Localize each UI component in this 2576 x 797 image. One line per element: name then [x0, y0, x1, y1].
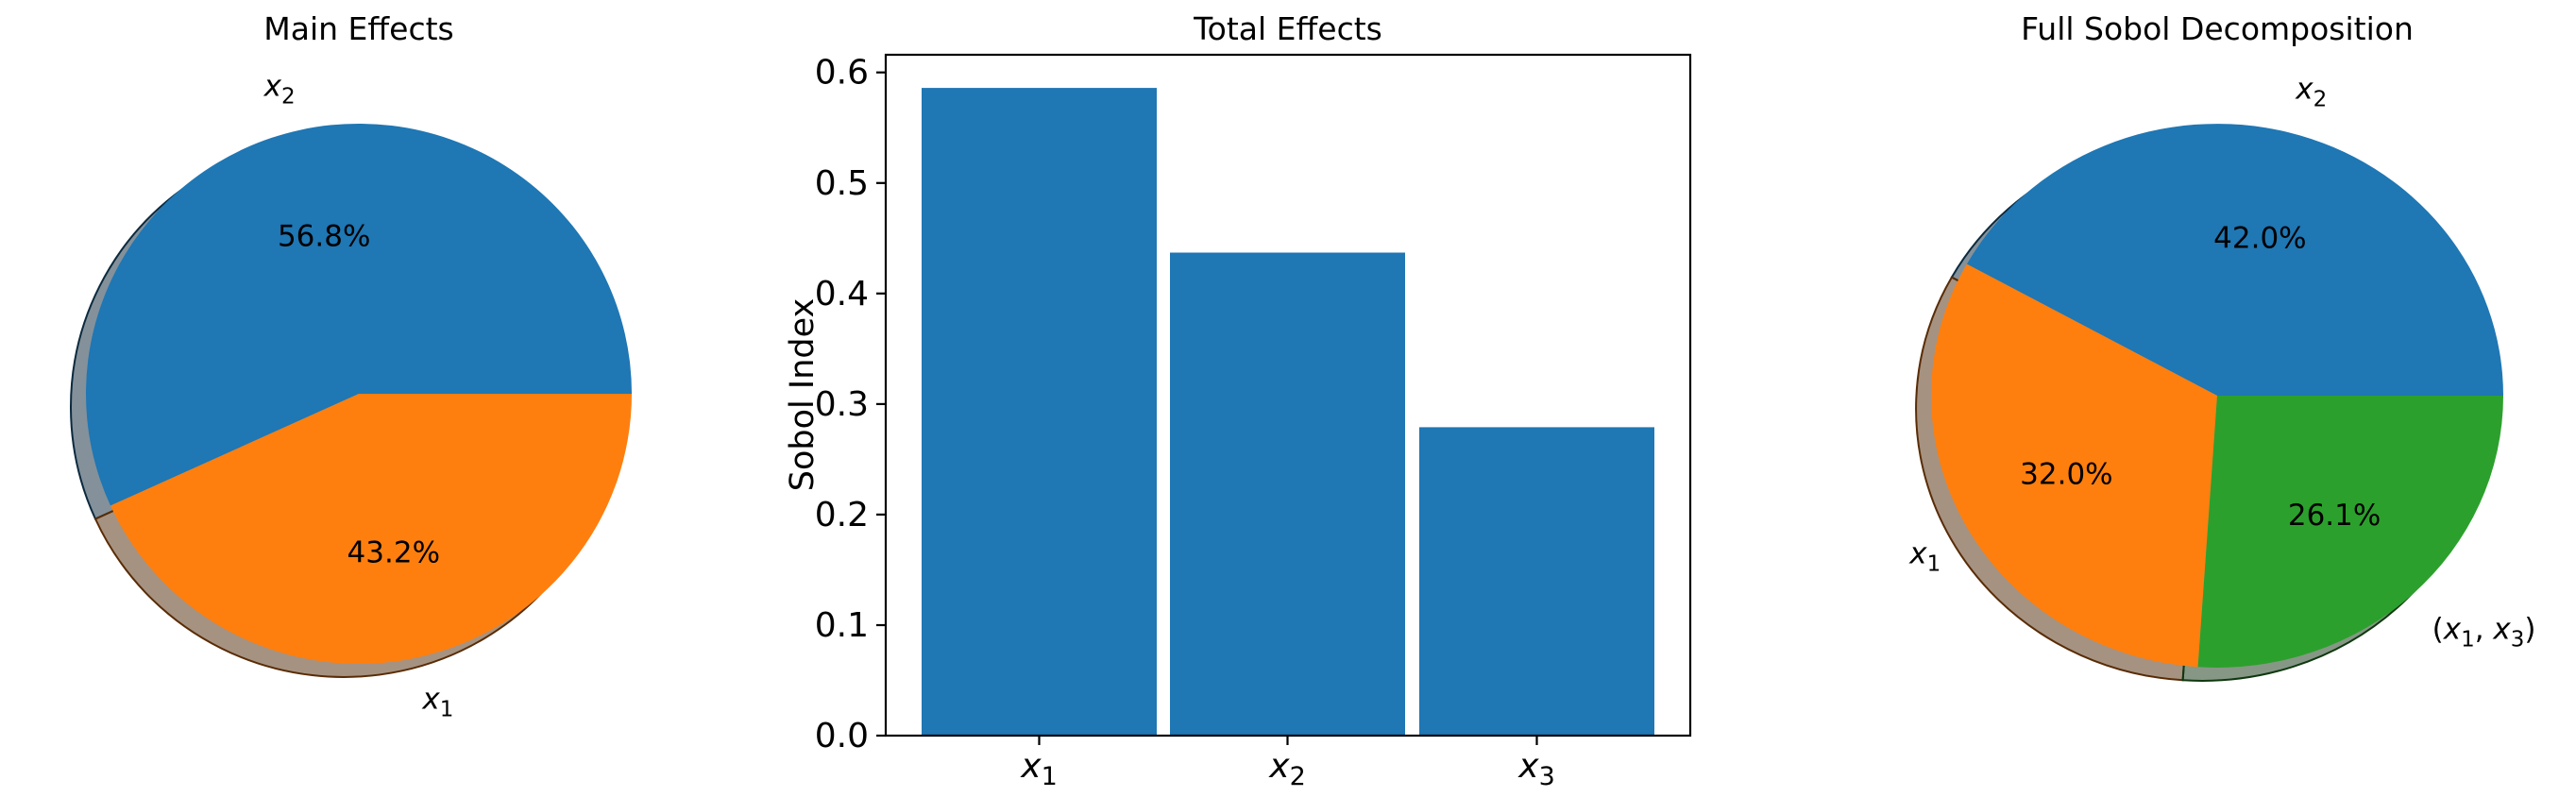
full-sobol-decomposition-pie: 42.0% x2 32.0% x1 26.1% (x1, x3) [1908, 72, 2536, 682]
pie-slice-x-2 [86, 123, 632, 506]
bar-x-1 [922, 88, 1157, 737]
pie-percent-label: 56.8% [278, 219, 370, 253]
y-axis-label: Sobol Index [784, 298, 822, 491]
main-effects-title: Main Effects [263, 10, 453, 47]
pie-slice-name-label: (x1, x3) [2432, 612, 2536, 652]
pie-slice-x-1 [1931, 263, 2217, 668]
bar-x-2 [1170, 252, 1405, 736]
y-tick-label: 0.4 [815, 275, 869, 314]
total-effects-bar-chart: 0.0 0.1 0.2 0.3 0.4 0.5 0.6 x1 x2 x3 [815, 54, 1692, 791]
x-tick-label: x2 [1268, 747, 1306, 791]
pie-slice-x-1 [110, 394, 632, 664]
pie-percent-label: 42.0% [2213, 222, 2306, 256]
y-tick-label: 0.3 [815, 385, 869, 424]
pie-percent-label: 43.2% [347, 536, 440, 570]
y-tick-label: 0.2 [815, 496, 869, 534]
x-tick-label: x1 [1020, 747, 1058, 791]
pie-slice-x-2 [1966, 124, 2503, 396]
bar-x-3 [1419, 427, 1654, 736]
pie-percent-label: 32.0% [2020, 458, 2112, 492]
pie-slice-x-1-x-3 [2197, 396, 2503, 668]
pie-slice-name-label: x1 [1908, 537, 1940, 577]
y-tick-label: 0.5 [815, 164, 869, 203]
pie-slice-name-label: x1 [421, 682, 453, 721]
total-effects-title: Total Effects [1193, 10, 1382, 47]
pie-percent-label: 26.1% [2288, 499, 2381, 533]
y-tick-label: 0.1 [815, 606, 869, 645]
pie-slice-name-label: x2 [2295, 72, 2327, 111]
pie-slice-name-label: x2 [263, 70, 296, 110]
x-tick-label: x3 [1517, 747, 1555, 791]
main-effects-pie: 56.8% x2 43.2% x1 [70, 70, 632, 721]
y-tick-label: 0.0 [815, 717, 869, 755]
y-tick-label: 0.6 [815, 54, 869, 93]
full-sobol-decomposition-title: Full Sobol Decomposition [2021, 10, 2414, 47]
